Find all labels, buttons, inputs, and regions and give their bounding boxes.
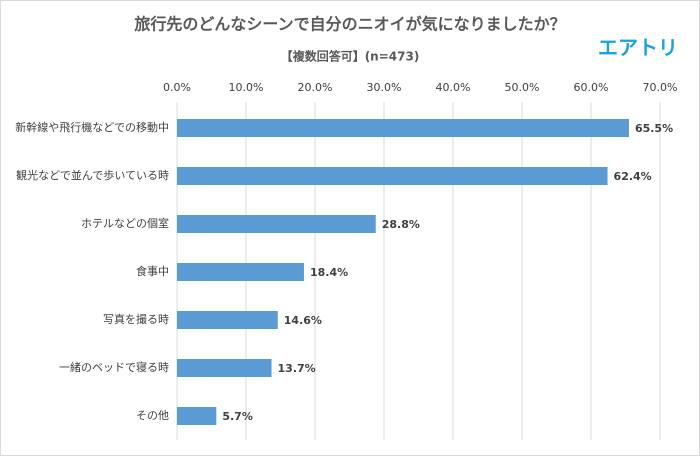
y-tick-label: 一緒のベッドで寝る時 <box>59 360 169 374</box>
bar <box>177 407 217 425</box>
chart-subtitle: 【複数回答可】(n=473) <box>281 49 420 64</box>
value-label: 13.7% <box>278 362 316 375</box>
y-tick-label: 食事中 <box>136 264 169 278</box>
x-tick-label: 0.0% <box>163 81 191 94</box>
value-label: 5.7% <box>222 410 253 423</box>
bar <box>177 359 272 377</box>
x-tick-label: 10.0% <box>229 81 264 94</box>
y-tick-label: 観光などで並んで歩いている時 <box>16 168 169 182</box>
bar <box>177 263 304 281</box>
y-tick-label: 新幹線や飛行機などでの移動中 <box>15 120 169 134</box>
bar <box>177 215 376 233</box>
x-tick-label: 30.0% <box>367 81 402 94</box>
x-tick-label: 20.0% <box>298 81 333 94</box>
value-label: 28.8% <box>382 218 420 231</box>
y-tick-label: 写真を撮る時 <box>103 312 169 326</box>
value-label: 18.4% <box>310 266 348 279</box>
y-tick-label: ホテルなどの個室 <box>81 216 169 230</box>
logo: エアトリ <box>598 36 678 60</box>
value-label: 14.6% <box>284 314 322 327</box>
x-tick-label: 70.0% <box>643 81 678 94</box>
x-tick-label: 60.0% <box>574 81 609 94</box>
bar <box>177 167 608 185</box>
y-tick-label: その他 <box>136 409 169 422</box>
x-tick-label: 50.0% <box>505 81 540 94</box>
value-label: 62.4% <box>614 170 652 183</box>
bar <box>177 119 629 137</box>
x-tick-label: 40.0% <box>436 81 471 94</box>
value-label: 65.5% <box>635 122 673 135</box>
bar <box>177 311 278 329</box>
chart-title: 旅行先のどんなシーンで自分のニオイが気になりましたか？ <box>134 15 565 34</box>
